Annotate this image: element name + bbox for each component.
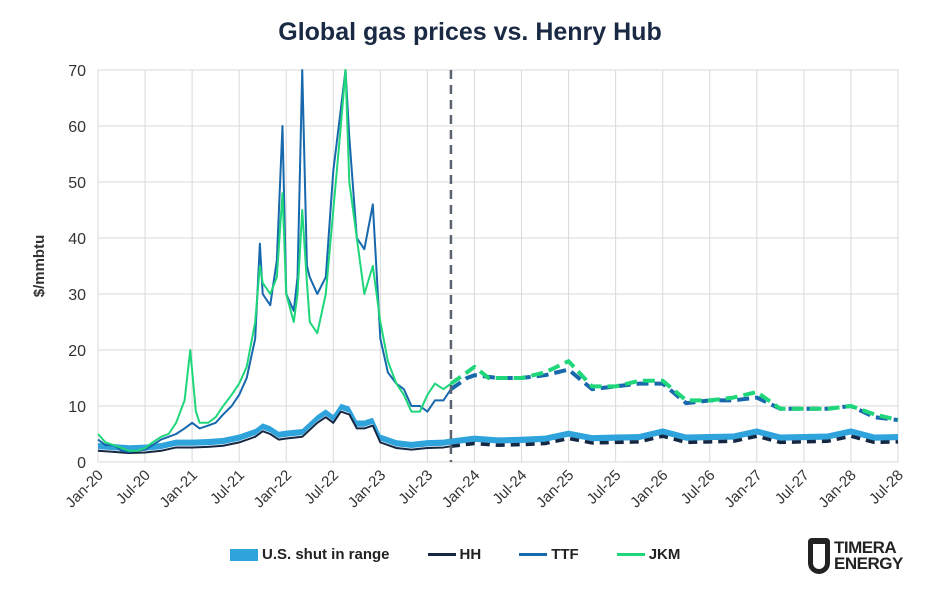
legend-label: HH [459,546,482,563]
hh-forecast-line [450,434,899,449]
y-tick-label: 10 [68,399,86,416]
y-tick-label: 20 [68,343,86,360]
legend: U.S. shut in range HH TTF JKM [230,546,718,563]
x-tick-label: Jul-22 [301,467,342,508]
y-tick-label: 60 [68,119,86,136]
y-tick-label: 0 [77,455,86,472]
logo-line2: ENERGY [834,554,903,573]
x-tick-label: Jan-25 [533,467,577,511]
shut-in-range-band [98,403,898,452]
x-tick-label: Jan-28 [815,467,859,511]
x-tick-label: Jan-20 [62,467,106,511]
legend-swatch [519,553,548,556]
x-tick-label: Jul-23 [395,467,436,508]
jkm-line [97,69,452,452]
x-tick-label: Jul-20 [113,467,154,508]
legend-item-jkm: JKM [616,546,681,563]
legend-item-hh: HH [427,546,482,563]
x-tick-label: Jul-28 [866,467,907,508]
x-tick-label: Jul-21 [207,467,248,508]
logo-mark-icon [808,538,830,574]
hh-line [97,410,452,455]
y-tick-label: 70 [68,63,86,80]
x-tick-label: Jan-26 [627,467,671,511]
timera-logo: TIMERA ENERGY [808,538,903,574]
y-tick-label: 50 [68,175,86,192]
x-tick-label: Jan-24 [439,467,483,511]
chart-title: Global gas prices vs. Henry Hub [278,18,662,46]
x-tick-label: Jan-21 [156,467,200,511]
y-tick-label: 30 [68,287,86,304]
x-tick-label: Jan-27 [721,467,765,511]
x-tick-label: Jan-23 [345,467,389,511]
legend-label: JKM [648,546,681,563]
logo-line1: TIMERA [834,538,897,557]
jkm-forecast-line [449,359,899,422]
x-tick-label: Jul-24 [489,467,530,508]
legend-label: TTF [551,546,579,563]
ttf-line [97,69,452,453]
x-tick-label: Jan-22 [251,467,295,511]
y-axis-label: $/mmbtu [31,235,48,298]
legend-swatch [230,548,258,561]
legend-swatch [616,553,645,556]
x-tick-label: Jul-25 [584,467,625,508]
legend-swatch [427,553,456,556]
plot-frame [97,69,899,463]
y-tick-label: 40 [68,231,86,248]
legend-item-ttf: TTF [519,546,579,563]
x-tick-label: Jul-26 [678,467,719,508]
legend-label: U.S. shut in range [262,546,390,563]
legend-item-shut: U.S. shut in range [230,546,390,563]
x-tick-label: Jul-27 [772,467,813,508]
